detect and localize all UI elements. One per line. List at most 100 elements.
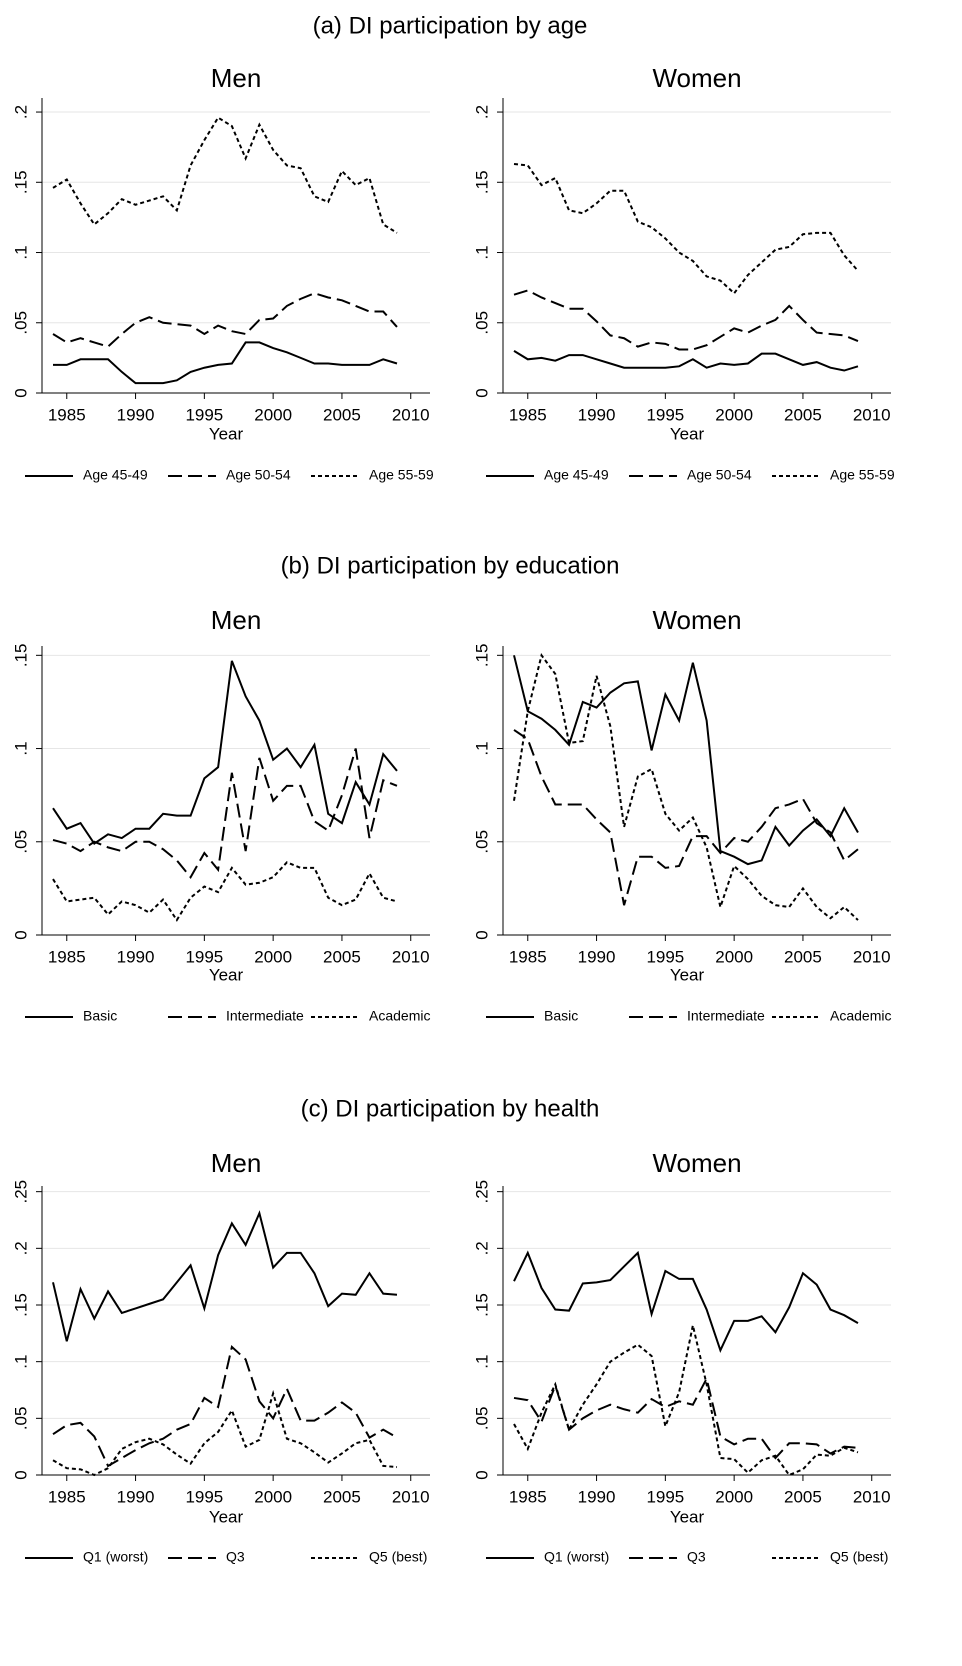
y-tick-label: .2 bbox=[11, 105, 30, 119]
legend-label: Q1 (worst) bbox=[544, 1549, 609, 1565]
x-tick-label: 2010 bbox=[392, 947, 430, 966]
x-axis-label: Year bbox=[209, 1507, 244, 1526]
legend-label: Intermediate bbox=[226, 1008, 304, 1024]
y-tick-label: 0 bbox=[11, 388, 30, 397]
y-tick-label: .1 bbox=[11, 1355, 30, 1369]
legend-label: Age 45-49 bbox=[544, 467, 609, 483]
x-tick-label: 2000 bbox=[715, 405, 753, 424]
y-tick-label: .25 bbox=[11, 1180, 30, 1204]
y-tick-label: 0 bbox=[472, 930, 491, 939]
legend-label: Q3 bbox=[226, 1549, 245, 1565]
x-tick-label: 2005 bbox=[784, 405, 822, 424]
x-tick-label: 1985 bbox=[509, 1487, 547, 1506]
y-tick-label: .1 bbox=[472, 245, 491, 259]
series-line bbox=[52, 748, 398, 879]
y-tick-label: .1 bbox=[472, 1355, 491, 1369]
y-tick-label: .15 bbox=[472, 170, 491, 194]
section-title: (c) DI participation by health bbox=[301, 1095, 600, 1122]
x-tick-label: 1985 bbox=[48, 1487, 86, 1506]
panel-title: Men bbox=[211, 1148, 262, 1178]
series-line bbox=[513, 729, 859, 906]
x-tick-label: 2010 bbox=[853, 405, 891, 424]
x-tick-label: 1990 bbox=[578, 947, 616, 966]
y-tick-label: 0 bbox=[472, 388, 491, 397]
x-tick-label: 1990 bbox=[117, 947, 155, 966]
y-tick-label: .05 bbox=[472, 1407, 491, 1431]
section-title: (b) DI participation by education bbox=[281, 552, 620, 579]
y-tick-label: .2 bbox=[472, 105, 491, 119]
x-axis-label: Year bbox=[670, 424, 705, 443]
y-tick-label: .15 bbox=[472, 644, 491, 668]
legend-label: Academic bbox=[830, 1008, 891, 1024]
x-tick-label: 2010 bbox=[853, 947, 891, 966]
x-axis-label: Year bbox=[209, 424, 244, 443]
series-line bbox=[52, 1345, 398, 1468]
x-tick-label: 1985 bbox=[509, 405, 547, 424]
x-tick-label: 2010 bbox=[853, 1487, 891, 1506]
legend-label: Q3 bbox=[687, 1549, 706, 1565]
legend-label: Age 45-49 bbox=[83, 467, 148, 483]
y-tick-label: 0 bbox=[11, 1470, 30, 1479]
x-tick-label: 1995 bbox=[646, 947, 684, 966]
x-tick-label: 2000 bbox=[715, 947, 753, 966]
y-tick-label: .05 bbox=[11, 830, 30, 854]
series-line bbox=[513, 1375, 859, 1460]
x-tick-label: 1985 bbox=[48, 947, 86, 966]
y-tick-label: .05 bbox=[472, 830, 491, 854]
legend-label: Q5 (best) bbox=[369, 1549, 427, 1565]
x-tick-label: 2010 bbox=[392, 1487, 430, 1506]
y-tick-label: .1 bbox=[11, 245, 30, 259]
y-tick-label: .15 bbox=[11, 170, 30, 194]
x-tick-label: 1985 bbox=[509, 947, 547, 966]
x-tick-label: 1995 bbox=[185, 1487, 223, 1506]
y-tick-label: .05 bbox=[472, 311, 491, 335]
series-line bbox=[52, 861, 398, 922]
panel-title: Women bbox=[652, 63, 741, 93]
series-line bbox=[513, 1325, 859, 1477]
series-line bbox=[52, 660, 398, 846]
series-line bbox=[513, 163, 859, 295]
panel-title: Men bbox=[211, 63, 262, 93]
legend-label: Age 55-59 bbox=[369, 467, 434, 483]
y-tick-label: .1 bbox=[472, 741, 491, 755]
y-tick-label: 0 bbox=[11, 930, 30, 939]
series-line bbox=[513, 1250, 859, 1354]
series-line bbox=[53, 341, 398, 385]
legend-label: Age 55-59 bbox=[830, 467, 895, 483]
x-tick-label: 1995 bbox=[646, 405, 684, 424]
y-tick-label: .1 bbox=[11, 741, 30, 755]
legend-label: Age 50-54 bbox=[687, 467, 752, 483]
series-line bbox=[513, 289, 859, 351]
legend-label: Q5 (best) bbox=[830, 1549, 888, 1565]
x-axis-label: Year bbox=[670, 1507, 705, 1526]
y-tick-label: .15 bbox=[11, 1293, 30, 1317]
y-tick-label: .2 bbox=[472, 1241, 491, 1255]
series-line bbox=[52, 1389, 398, 1477]
y-tick-label: .2 bbox=[11, 1241, 30, 1255]
legend-label: Basic bbox=[83, 1008, 117, 1024]
y-tick-label: .25 bbox=[472, 1180, 491, 1204]
panel-title: Women bbox=[652, 605, 741, 635]
x-tick-label: 2000 bbox=[254, 405, 292, 424]
x-tick-label: 1990 bbox=[578, 1487, 616, 1506]
x-tick-label: 2010 bbox=[392, 405, 430, 424]
legend-label: Basic bbox=[544, 1008, 578, 1024]
x-tick-label: 1995 bbox=[185, 947, 223, 966]
x-tick-label: 1985 bbox=[48, 405, 86, 424]
panel-title: Men bbox=[211, 605, 262, 635]
series-line bbox=[513, 350, 859, 372]
x-tick-label: 2005 bbox=[784, 947, 822, 966]
x-tick-label: 2005 bbox=[323, 947, 361, 966]
legend-label: Intermediate bbox=[687, 1008, 765, 1024]
series-line bbox=[52, 116, 398, 234]
x-axis-label: Year bbox=[670, 965, 705, 984]
x-axis-label: Year bbox=[209, 965, 244, 984]
legend-label: Age 50-54 bbox=[226, 467, 291, 483]
x-tick-label: 1990 bbox=[117, 405, 155, 424]
x-tick-label: 2000 bbox=[254, 947, 292, 966]
x-tick-label: 2005 bbox=[323, 1487, 361, 1506]
y-tick-label: 0 bbox=[472, 1470, 491, 1479]
legend-label: Q1 (worst) bbox=[83, 1549, 148, 1565]
x-tick-label: 1995 bbox=[185, 405, 223, 424]
